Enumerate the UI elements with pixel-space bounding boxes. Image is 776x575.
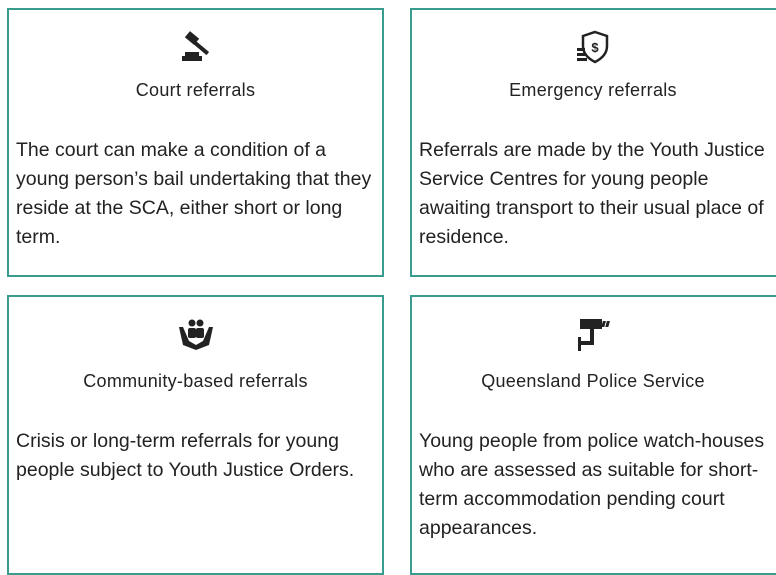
card-body: Referrals are made by the Youth Justice … [419,139,765,248]
card: Queensland Police Service Young people f… [410,295,776,575]
card: Court referrals The court can make a con… [7,8,384,277]
page: Court referrals The court can make a con… [7,8,776,575]
card-title: Emergency referrals [509,80,677,100]
card: Community-based referrals Crisis or long… [7,295,384,575]
family-hands-icon [178,319,213,350]
card-body: Young people from police watch-houses wh… [419,430,765,539]
card-title: Community-based referrals [83,371,308,391]
card-title: Queensland Police Service [481,371,705,391]
card-title: Court referrals [135,80,256,100]
gavel-icon [181,31,209,61]
card-body: The court can make a condition of a youn… [16,139,372,248]
shield-money-icon: $ [577,30,609,64]
card: $ Emergency referrals Referrals are made… [410,8,776,277]
camera-icon [578,319,610,351]
svg-text:$: $ [591,40,599,55]
card-body: Crisis or long-term referrals for young … [16,430,355,481]
